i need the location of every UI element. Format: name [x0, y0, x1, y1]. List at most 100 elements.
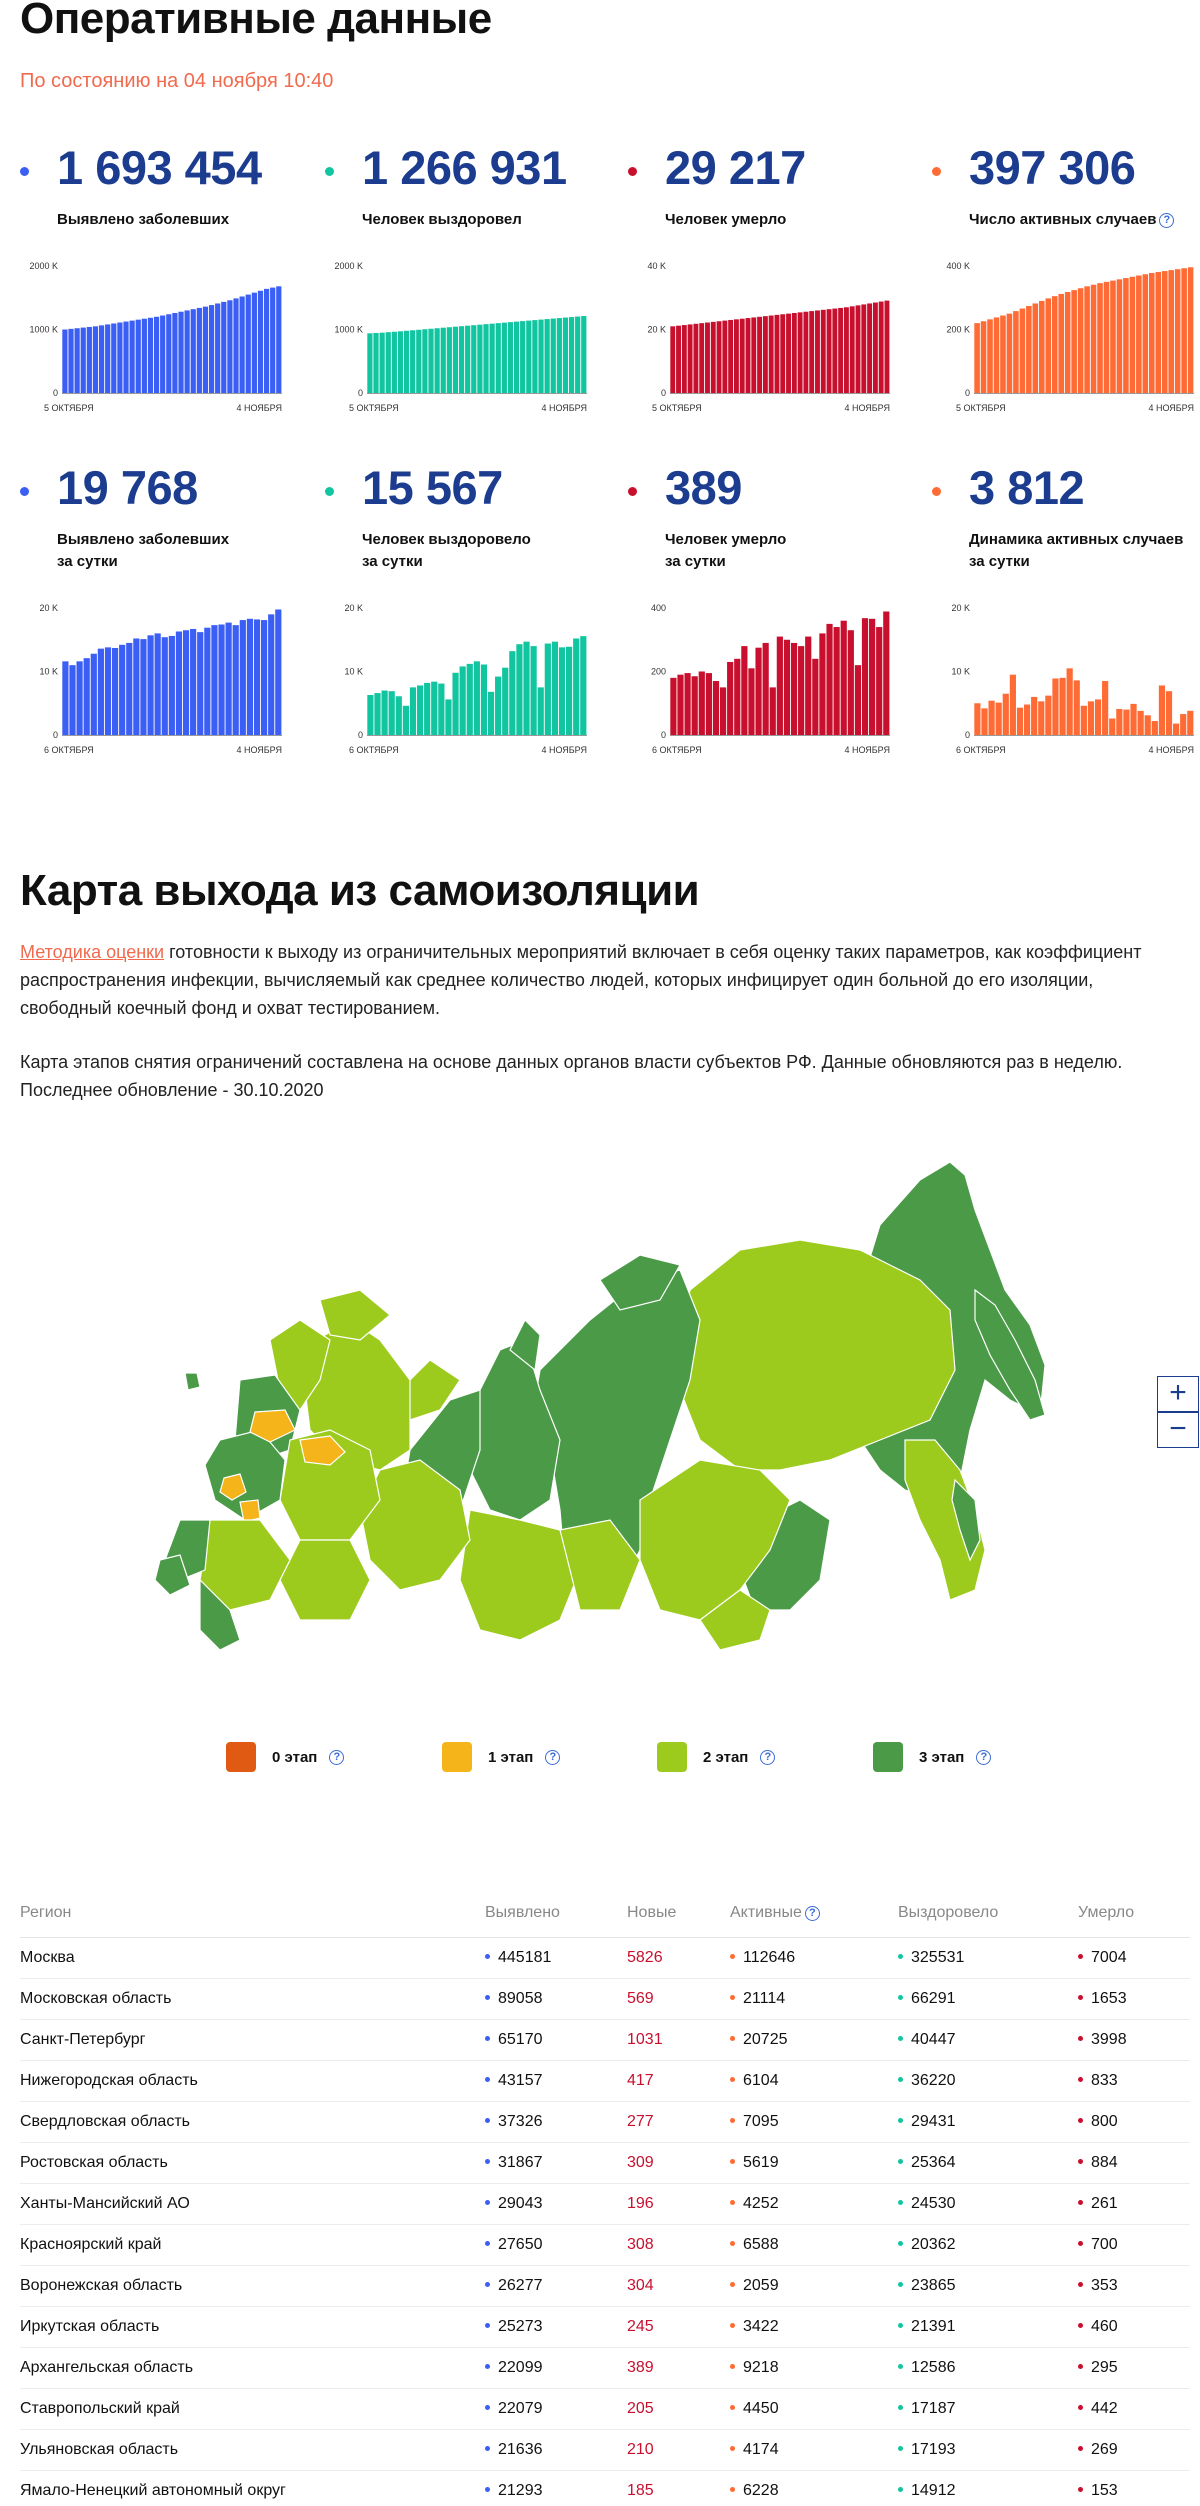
help-icon[interactable]: ? — [976, 1749, 992, 1765]
chart-bar — [202, 306, 209, 393]
x-start-label: 6 ОКТЯБРЯ — [44, 745, 94, 755]
chart-bar — [819, 633, 826, 735]
chart-bar — [1038, 701, 1045, 735]
table-row[interactable]: Ямало-Ненецкий автономный округ 21293 185 6… — [20, 2471, 1190, 2506]
table-row[interactable]: Ростовская область 31867 309 5619 25364 884 — [20, 2143, 1190, 2184]
mini-bar-chart: 400 K 200 K 0 5 ОКТЯБРЯ 4 НОЯБРЯ — [946, 261, 1194, 413]
map-region-crimea[interactable] — [154, 1554, 191, 1596]
help-icon[interactable]: ? — [329, 1749, 345, 1765]
chart-bar — [227, 300, 233, 393]
y-tick-label: 20 K — [39, 603, 58, 613]
table-cell: Ханты-Мансийский АО — [20, 2195, 190, 2212]
chart-bar — [509, 651, 516, 735]
x-end-label: 4 НОЯБРЯ — [541, 403, 587, 413]
column-header[interactable]: Активные? — [730, 1904, 820, 1922]
help-icon[interactable]: ? — [545, 1749, 561, 1765]
map-region-taimyr[interactable] — [599, 1254, 681, 1311]
map-zoom-out-button[interactable]: − — [1157, 1412, 1199, 1448]
table-row[interactable]: Красноярский край 27650 308 6588 20362 700 — [20, 2225, 1190, 2266]
cell-dot — [1078, 2446, 1083, 2451]
table-row[interactable]: Свердловская область 37326 277 7095 29431 800 — [20, 2102, 1190, 2143]
map-region-volga[interactable] — [279, 1539, 371, 1621]
chart-bar — [722, 320, 728, 393]
chart-bar — [135, 319, 141, 393]
map-region-caucasus[interactable] — [199, 1578, 241, 1651]
column-header[interactable]: Регион — [20, 1904, 72, 1921]
column-header[interactable]: Выявлено — [485, 1904, 560, 1921]
table-cell: 1031 — [627, 2031, 663, 2048]
chart-bar — [502, 667, 509, 735]
chart-bar — [797, 312, 803, 393]
chart-bar — [727, 661, 734, 735]
map-region-buryatia[interactable] — [699, 1589, 771, 1651]
table-row[interactable]: Иркутская область 25273 245 3422 21391 460 — [20, 2307, 1190, 2348]
chart-bar — [446, 327, 452, 393]
legend-swatch — [226, 1742, 256, 1772]
map-region-yakutia[interactable] — [679, 1239, 956, 1471]
table-cell: 12586 — [898, 2359, 956, 2377]
column-header[interactable]: Выздоровело — [898, 1904, 999, 1921]
map-region-primorye[interactable] — [904, 1439, 986, 1601]
map-region-stage1-d[interactable] — [239, 1499, 261, 1523]
methodology-link[interactable]: Методика оценки — [20, 942, 165, 962]
help-icon[interactable]: ? — [1159, 213, 1175, 228]
x-end-label: 4 НОЯБРЯ — [236, 745, 282, 755]
cell-dot — [485, 2405, 490, 2410]
map-region-sakhalin[interactable] — [951, 1478, 981, 1562]
map-region-kaliningrad[interactable] — [184, 1372, 201, 1391]
table-cell: 9218 — [730, 2359, 779, 2377]
map-region-stage1-c[interactable] — [219, 1473, 247, 1501]
column-header[interactable]: Новые — [627, 1904, 677, 1921]
table-row[interactable]: Санкт-Петербург 65170 1031 20725 40447 3998 — [20, 2020, 1190, 2061]
table-cell: 14912 — [898, 2482, 956, 2500]
table-row[interactable]: Москва 445181 5826 112646 325531 7004 — [20, 1938, 1190, 1979]
stat-label: Человек умерло за сутки — [665, 531, 787, 570]
table-row[interactable]: Архангельская область 22099 389 9218 12586 29… — [20, 2348, 1190, 2389]
y-tick-label: 0 — [358, 730, 363, 740]
column-header[interactable]: Умерло — [1078, 1904, 1135, 1921]
map-region-siberia-south[interactable] — [559, 1519, 641, 1611]
chart-bar — [780, 314, 786, 393]
chart-bar — [374, 693, 381, 735]
chart-bar — [526, 320, 532, 393]
table-row[interactable]: Ханты-Мансийский АО 29043 196 4252 24530 261 — [20, 2184, 1190, 2225]
table-row[interactable]: Ставропольский край 22079 205 4450 17187 442 — [20, 2389, 1190, 2430]
map-region-kamchatka[interactable] — [974, 1288, 1046, 1421]
chart-bar — [385, 332, 391, 393]
chart-bar — [878, 301, 884, 393]
map-region-stage1-b[interactable] — [299, 1435, 346, 1466]
chart-bar — [1158, 685, 1166, 735]
map-region-tyumen-khmao[interactable] — [459, 1509, 581, 1641]
russia-stage-map[interactable] — [0, 1140, 1200, 1680]
help-icon[interactable]: ? — [804, 1906, 820, 1921]
table-cell: 185 — [627, 2482, 654, 2499]
cell-dot — [898, 2036, 903, 2041]
chart-bar — [438, 683, 445, 735]
chart-bar — [466, 663, 473, 735]
chart-bar — [820, 309, 826, 393]
y-tick-label: 1000 K — [334, 325, 363, 335]
chart-bar — [705, 322, 710, 393]
map-region-ural[interactable] — [359, 1459, 471, 1591]
map-region-irkutsk[interactable] — [639, 1459, 791, 1621]
chart-bar — [1090, 284, 1097, 393]
table-row[interactable]: Нижегородская область 43157 417 6104 36220 83… — [20, 2061, 1190, 2102]
map-zoom-in-button[interactable]: + — [1157, 1376, 1199, 1412]
table-cell: 442 — [1078, 2400, 1118, 2418]
chart-bar — [1103, 281, 1110, 393]
chart-bar — [166, 314, 172, 393]
table-row[interactable]: Воронежская область 26277 304 2059 23865 353 — [20, 2266, 1190, 2307]
map-region-stage1-a[interactable] — [249, 1409, 296, 1443]
chart-bar — [1073, 680, 1080, 735]
chart-bar — [745, 318, 751, 393]
map-region-yamal-peninsula[interactable] — [509, 1318, 541, 1372]
chart-bar — [445, 699, 452, 735]
chart-bar — [768, 315, 774, 393]
help-icon[interactable]: ? — [760, 1749, 776, 1765]
chart-bar — [733, 319, 739, 393]
map-region-murmansk[interactable] — [319, 1289, 391, 1341]
table-row[interactable]: Московская область 89058 569 21114 66291 1653 — [20, 1979, 1190, 2020]
legend-label: 0 этап — [272, 1748, 318, 1766]
chart-bar — [126, 642, 133, 735]
table-row[interactable]: Ульяновская область 21636 210 4174 17193 269 — [20, 2430, 1190, 2471]
